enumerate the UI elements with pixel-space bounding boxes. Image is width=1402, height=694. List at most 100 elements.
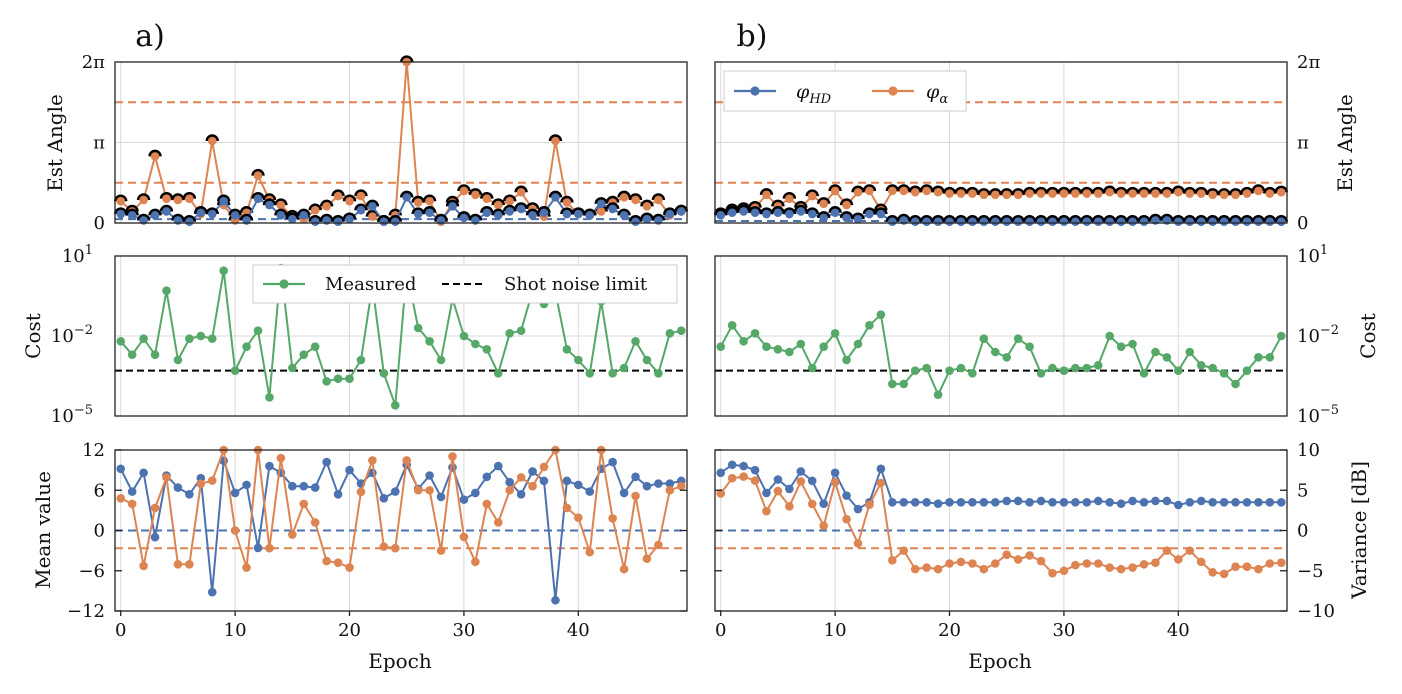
b-stats-mean-point-31	[1071, 498, 1080, 507]
a-angle-hd-edge-1	[125, 208, 139, 216]
a-angle-hd-point-25	[402, 193, 412, 202]
b-angle-alpha-edge-4	[759, 188, 774, 196]
a-angle-hd-point-33	[493, 211, 503, 220]
b-angle-alpha-point-25	[1002, 190, 1012, 200]
a-angle-hd-edge-22	[365, 199, 380, 207]
a-stats-variance-point-36	[528, 481, 537, 491]
b-angle-ytick-1: π	[1297, 133, 1309, 154]
b-cost-measured-point-46	[1242, 366, 1252, 375]
b-angle-hd-edge-14	[874, 207, 888, 215]
a-angle-hd-edge-49	[674, 204, 688, 212]
a-stats-variance-point-14	[276, 453, 286, 463]
a-angle-alpha-point-18	[322, 202, 331, 211]
b-angle-hd-point-34	[1105, 217, 1114, 227]
a-angle-hd-edge-40	[571, 207, 586, 215]
b-angle-alpha-edge-3	[748, 201, 762, 208]
b-stats-mean-point-29	[1048, 498, 1057, 507]
b-angle-hd-point-45	[1231, 217, 1240, 227]
b-angle-alpha-point-23	[979, 190, 989, 200]
a-cost-ytick-exp-1: −2	[74, 323, 93, 338]
b-angle-alpha-point-13	[865, 186, 874, 196]
a-stats-variance-point-28	[436, 546, 446, 555]
b-angle-alpha-point-17	[910, 187, 920, 197]
b-stats-mean-point-34	[1105, 498, 1114, 507]
a-cost-measured-point-43	[608, 369, 617, 378]
legend-alpha-marker	[888, 86, 898, 96]
b-cost-measured-point-2	[739, 337, 748, 346]
a-cost-measured-point-30	[459, 331, 469, 341]
b-stats-variance-point-22	[968, 559, 977, 568]
b-stats-variance-point-12	[853, 539, 863, 548]
b-stats-ylabel-right: Variance [dB]	[1347, 461, 1371, 600]
b-stats-variance-point-13	[865, 500, 874, 510]
b-stats-variance-point-30	[1059, 566, 1069, 576]
a-angle-hd-point-46	[642, 214, 652, 224]
a-cost-measured-point-26	[413, 323, 423, 333]
b-angle-alpha-point-6	[785, 194, 794, 203]
b-angle-alpha-point-43	[1208, 190, 1217, 200]
b-stats-mean-point-6	[785, 484, 794, 494]
a-stats-yltick-0: 12	[82, 440, 105, 461]
a-cost-measured-point-23	[379, 369, 389, 378]
a-angle-hd-edge-32	[480, 206, 494, 213]
b-stats-variance-point-2	[739, 472, 748, 481]
b-angle-alpha-edge-18	[919, 184, 934, 192]
b-cost-measured-point-48	[1265, 353, 1275, 362]
a-angle-hd-edge-45	[628, 215, 643, 222]
a-angle-hd-edge-46	[640, 212, 654, 220]
b-stats-variance-point-46	[1242, 562, 1252, 572]
a-angle-ytick-0: 0	[94, 213, 105, 234]
b-stats-variance-point-20	[945, 559, 954, 568]
a-stats-variance-point-4	[162, 473, 171, 482]
a-angle-hd-point-0	[116, 209, 126, 219]
b-cost-measured-point-42	[1196, 361, 1206, 370]
b-angle-hd-edge-11	[839, 211, 854, 219]
a-cost-measured-point-7	[196, 331, 206, 341]
b-stats-mean-point-21	[956, 498, 966, 507]
a-stats-variance-point-19	[333, 558, 343, 567]
a-angle-hd-point-49	[676, 207, 686, 216]
a-angle-alpha-edge-2	[136, 193, 151, 201]
legend-alpha-sub: α	[939, 92, 948, 107]
a-angle-alpha-point-33	[493, 200, 503, 210]
b-stats-variance-point-3	[750, 476, 760, 485]
a-angle-hd-edge-6	[182, 215, 197, 222]
b-angle-hd-point-19	[933, 217, 943, 227]
b-cost-measured-point-3	[750, 329, 760, 338]
b-stats-variance-point-38	[1151, 558, 1160, 567]
b-cost-measured-point-20	[945, 366, 954, 375]
b-stats-variance-point-0	[716, 489, 726, 498]
a-stats-variance-point-35	[516, 473, 526, 482]
a-angle-alpha-point-39	[562, 198, 572, 207]
a-angle-alpha-edge-31	[468, 188, 483, 196]
b-stats-mean-point-44	[1219, 498, 1229, 507]
b-angle-alpha-point-35	[1116, 189, 1126, 198]
a-angle-hd-edge-3	[148, 208, 162, 216]
b-stats-xtick-3: 30	[1052, 620, 1075, 641]
b-cost-measured-point-34	[1105, 331, 1114, 341]
a-angle-hd-edge-0	[114, 207, 128, 215]
a-angle-hd-edge-27	[422, 206, 437, 213]
b-angle-alpha-point-8	[807, 191, 817, 201]
a-cost-measured-point-27	[425, 337, 434, 346]
b-angle-hd-point-3	[750, 208, 760, 218]
b-stats-variance-point-11	[842, 514, 851, 524]
a-angle-alpha-edge-39	[560, 195, 574, 203]
b-stats-mean-point-2	[739, 461, 748, 471]
a-stats-xtick-4: 40	[567, 620, 590, 641]
b-stats-variance-point-18	[922, 563, 931, 572]
b-angle-hd-point-46	[1242, 217, 1252, 227]
a-angle-hd-point-14	[276, 211, 286, 220]
a-angle-alpha-edge-33	[491, 198, 505, 206]
a-stats-ylabel: Mean value	[31, 471, 55, 589]
a-angle-hd-point-7	[196, 208, 206, 218]
a-angle-hd-edge-21	[354, 203, 368, 211]
a-cost-ytick-1: 10−2	[51, 323, 93, 347]
a-angle-hd-edge-19	[331, 215, 345, 222]
b-stats-mean-point-46	[1242, 498, 1252, 507]
panel-b-label: b)	[737, 19, 768, 54]
a-angle-alpha-point-26	[413, 198, 423, 207]
b-angle-hd-point-4	[762, 209, 771, 219]
a-angle-hd-edge-48	[663, 207, 677, 215]
b-cost-measured-point-26	[1013, 334, 1023, 343]
